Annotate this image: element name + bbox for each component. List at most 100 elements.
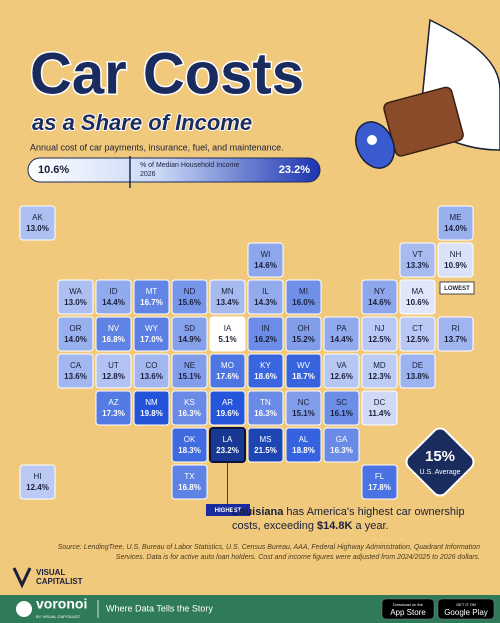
state xyxy=(95,279,132,315)
state-code: FL xyxy=(375,472,385,481)
state xyxy=(171,427,208,463)
state-value: 10.6% xyxy=(406,298,429,307)
state xyxy=(247,279,284,315)
legend-max: 23.2% xyxy=(279,164,310,176)
state-value: 16.8% xyxy=(102,335,125,344)
state-code: WY xyxy=(145,324,159,333)
annotation-state: Louisiana xyxy=(232,506,284,518)
state xyxy=(285,427,322,463)
state-value: 16.7% xyxy=(140,298,163,307)
state-value: 16.1% xyxy=(330,409,353,418)
state-value: 11.4% xyxy=(368,409,390,418)
state-code: SD xyxy=(184,324,195,333)
state-value: 16.3% xyxy=(330,446,353,455)
state xyxy=(95,316,132,352)
state-value: 16.3% xyxy=(178,409,201,418)
state xyxy=(399,353,436,389)
state-value: 13.7% xyxy=(444,335,467,344)
highest-callout: HIGHEST xyxy=(215,508,242,514)
state xyxy=(133,353,170,389)
state-code: MT xyxy=(146,287,158,296)
state xyxy=(247,242,284,278)
state-value: 16.0% xyxy=(292,298,315,307)
state-code: UT xyxy=(108,361,119,370)
state-code: RI xyxy=(452,324,460,333)
state xyxy=(361,464,398,500)
state xyxy=(247,353,284,389)
state-code: VA xyxy=(336,361,347,370)
state-value: 14.4% xyxy=(102,298,125,307)
average-badge-shape xyxy=(405,427,475,497)
average-badge: 15% U.S. Average xyxy=(405,427,475,497)
state-code: MS xyxy=(260,435,272,444)
state-code: MO xyxy=(221,361,234,370)
state xyxy=(285,316,322,352)
state-value: 13.0% xyxy=(64,298,87,307)
state-code: DC xyxy=(374,398,386,407)
legend-title: % of Median Household Income 2026 xyxy=(140,162,240,178)
state xyxy=(133,390,170,426)
state xyxy=(209,316,246,352)
average-caption: U.S. Average xyxy=(419,469,460,476)
state-value: 14.6% xyxy=(254,261,277,270)
state xyxy=(285,390,322,426)
state xyxy=(19,205,56,241)
state-value: 13.3% xyxy=(406,261,429,270)
color-scale xyxy=(27,157,321,183)
state-code: TX xyxy=(184,472,195,481)
state-value: 15.1% xyxy=(178,372,201,381)
state-value: 18.6% xyxy=(254,372,277,381)
state xyxy=(171,390,208,426)
state xyxy=(209,279,246,315)
state-value: 13.0% xyxy=(26,224,49,233)
state-value: 10.9% xyxy=(444,261,467,270)
subtitle: as a Share of Income xyxy=(32,110,252,135)
state-code: OR xyxy=(70,324,82,333)
state-code: NY xyxy=(374,287,386,296)
annotation-text: has America's highest car ownership cost… xyxy=(232,506,465,532)
state xyxy=(361,279,398,315)
map: AK 13.0% ME 14.0% WI 14.6% VT 13.3% NH 10.9% WA 13.… xyxy=(19,205,475,516)
state-value: 18.3% xyxy=(178,446,201,455)
state-value: 16.2% xyxy=(254,335,277,344)
legend-title-box: % of Median Household Income 2026 xyxy=(140,162,240,178)
state-code: NE xyxy=(184,361,195,370)
state-value: 13.4% xyxy=(216,298,239,307)
state xyxy=(171,464,208,500)
description: Annual cost of car payments, insurance, … xyxy=(30,142,284,152)
state-value: 14.4% xyxy=(330,335,353,344)
state xyxy=(171,316,208,352)
state-code: LA xyxy=(223,435,233,444)
state xyxy=(95,353,132,389)
state-code: OH xyxy=(298,324,310,333)
wallet-illustration xyxy=(355,18,500,169)
state-code: MN xyxy=(221,287,234,296)
state-code: TN xyxy=(260,398,271,407)
state-code: VT xyxy=(412,250,422,259)
state xyxy=(437,242,474,278)
state xyxy=(323,427,360,463)
state-value: 19.8% xyxy=(140,409,163,418)
state-code: MD xyxy=(373,361,386,370)
state xyxy=(437,205,474,241)
state-value: 15.6% xyxy=(178,298,201,307)
state xyxy=(399,279,436,315)
state-code: HI xyxy=(34,472,42,481)
state-code: KS xyxy=(184,398,195,407)
state xyxy=(247,427,284,463)
state xyxy=(361,390,398,426)
state xyxy=(19,464,56,500)
state xyxy=(133,316,170,352)
state xyxy=(95,390,132,426)
state-value: 18.7% xyxy=(292,372,315,381)
state xyxy=(399,242,436,278)
state-code: PA xyxy=(336,324,347,333)
state-value: 12.5% xyxy=(406,335,429,344)
state xyxy=(171,279,208,315)
state-code: DE xyxy=(412,361,423,370)
state-code: CT xyxy=(412,324,423,333)
state-code: GA xyxy=(336,435,348,444)
state-value: 17.8% xyxy=(368,483,391,492)
